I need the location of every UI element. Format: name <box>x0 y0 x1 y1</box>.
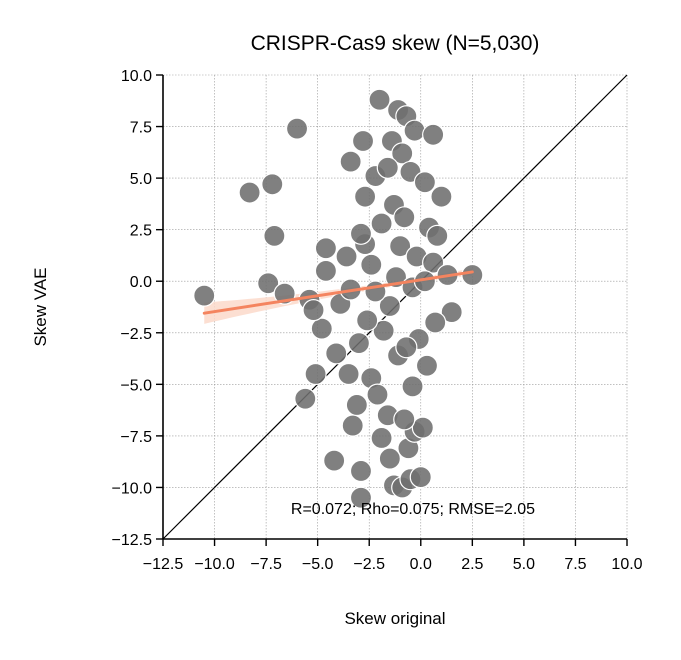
scatter-point <box>403 119 426 142</box>
scatter-point <box>349 459 373 483</box>
scatter-point <box>349 486 373 509</box>
data-points <box>193 88 484 509</box>
scatter-point <box>426 224 449 247</box>
scatter-point <box>302 298 325 322</box>
scatter-point <box>413 171 437 194</box>
x-axis-label: Skew original <box>344 609 445 628</box>
scatter-point <box>347 331 371 355</box>
y-tick-label: −7.5 <box>120 429 152 446</box>
x-tick-label: −2.5 <box>353 556 385 573</box>
scatter-point <box>393 206 416 229</box>
scatter-point <box>393 408 416 431</box>
scatter-point <box>401 375 424 398</box>
scatter-point <box>349 222 373 245</box>
y-axis-label: Skew VAE <box>31 267 50 346</box>
x-tick-label: 2.5 <box>461 556 483 573</box>
scatter-point <box>193 284 216 307</box>
scatter-point <box>304 362 327 386</box>
x-tick-label: −12.5 <box>143 556 184 573</box>
scatter-point <box>337 362 360 386</box>
y-tick-label: −5.0 <box>120 377 152 394</box>
scatter-point <box>339 150 362 173</box>
y-tick-label: 0.0 <box>130 274 152 291</box>
x-axis-ticks: −12.5 −10.0 −7.5 −5.0 −2.5 0.0 2.5 5.0 7.5 10.0 <box>143 539 643 573</box>
scatter-point <box>415 354 439 377</box>
x-tick-label: 5.0 <box>513 556 535 573</box>
stats-annotation: R=0.072; Rho=0.075; RMSE=2.05 <box>291 501 535 518</box>
scatter-point <box>341 414 364 437</box>
scatter-point <box>257 272 280 295</box>
y-tick-label: 7.5 <box>130 120 152 137</box>
scatter-point <box>285 117 309 140</box>
y-tick-label: −12.5 <box>112 532 153 549</box>
scatter-point <box>370 426 393 450</box>
scatter-point <box>325 342 348 365</box>
chart-title: CRISPR-Cas9 skew (N=5,030) <box>251 32 540 55</box>
x-tick-label: −5.0 <box>302 556 334 573</box>
scatter-point <box>314 259 338 283</box>
scatter-point <box>409 466 432 489</box>
scatter-point <box>323 449 346 472</box>
y-tick-label: −10.0 <box>112 480 153 497</box>
scatter-point <box>366 383 389 406</box>
scatter-point <box>378 294 401 318</box>
scatter-point <box>424 311 447 334</box>
scatter-point <box>411 416 434 439</box>
regression-fit-line <box>202 270 474 315</box>
scatter-point <box>422 123 445 146</box>
scatter-point <box>351 129 375 153</box>
y-tick-label: 5.0 <box>130 171 152 188</box>
scatter-point <box>353 185 377 208</box>
scatter-point <box>345 393 368 417</box>
scatter-point <box>378 447 401 470</box>
regression-line <box>202 270 474 315</box>
scatter-point <box>261 173 284 196</box>
scatter-point <box>461 263 484 287</box>
scatter-point <box>310 317 333 340</box>
x-tick-label: −7.5 <box>250 556 282 573</box>
scatter-point <box>368 88 391 111</box>
scatter-point <box>294 387 317 410</box>
scatter-point <box>335 245 358 268</box>
y-axis-ticks: 10.0 7.5 5.0 2.5 0.0 −2.5 −5.0 −7.5 −10.0 −12.5 <box>112 68 163 549</box>
y-tick-label: 10.0 <box>121 68 152 85</box>
y-tick-label: 2.5 <box>130 223 152 240</box>
scatter-point <box>389 235 412 258</box>
scatter-point <box>360 253 383 276</box>
scatter-point <box>314 237 338 260</box>
scatter-point <box>370 212 393 235</box>
x-tick-label: 7.5 <box>564 556 586 573</box>
scatter-point <box>364 280 387 303</box>
scatter-point <box>395 336 418 359</box>
scatter-point <box>391 142 414 165</box>
y-tick-label: −2.5 <box>120 326 152 343</box>
scatter-point <box>372 319 395 342</box>
scatter-point <box>440 301 463 324</box>
scatter-point <box>356 309 379 332</box>
scatter-point <box>376 156 399 179</box>
scatter-point <box>238 181 261 204</box>
scatter-point <box>430 185 453 208</box>
scatter-point <box>263 224 286 247</box>
x-tick-label: −10.0 <box>194 556 235 573</box>
x-tick-label: 10.0 <box>611 556 642 573</box>
scatter-point <box>422 251 445 274</box>
x-tick-label: 0.0 <box>410 556 432 573</box>
